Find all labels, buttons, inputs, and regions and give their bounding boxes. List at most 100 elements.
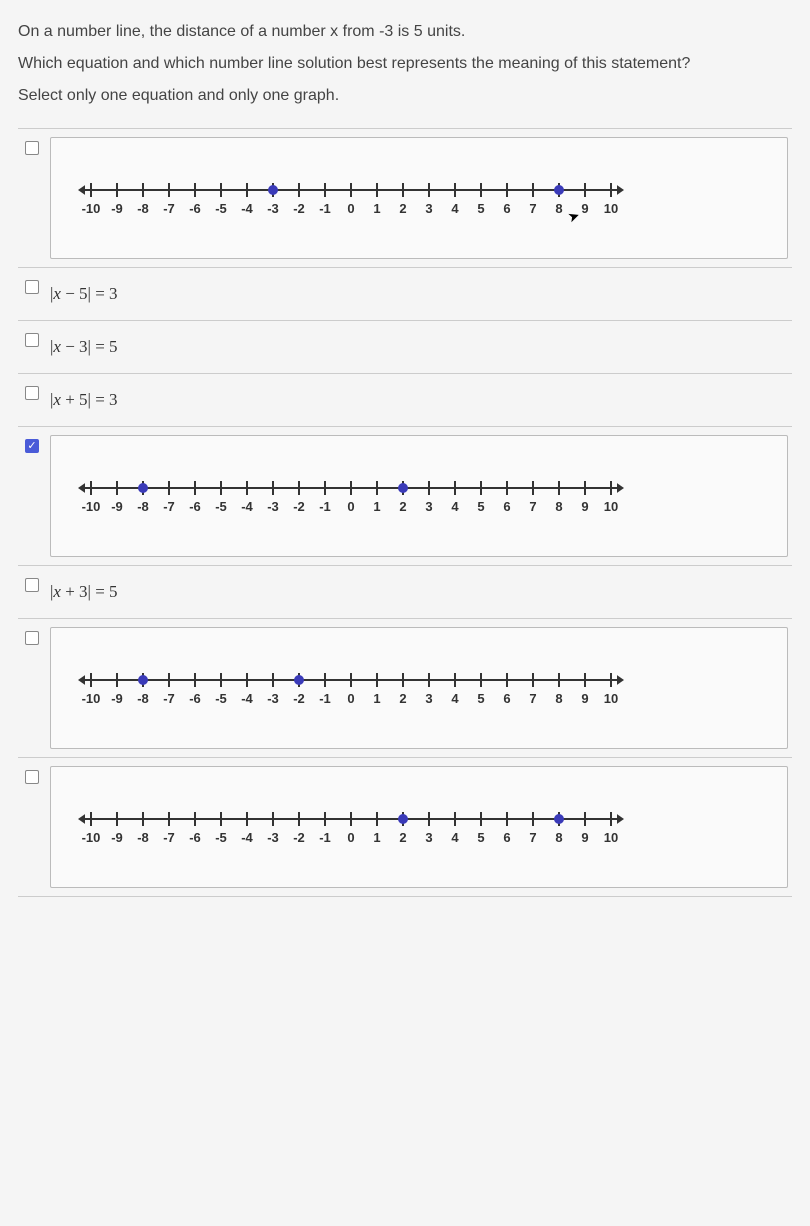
- svg-text:9: 9: [581, 201, 588, 216]
- svg-text:-6: -6: [189, 499, 201, 514]
- svg-text:-10: -10: [82, 499, 101, 514]
- svg-text:7: 7: [529, 691, 536, 706]
- svg-text:6: 6: [503, 201, 510, 216]
- svg-text:-6: -6: [189, 830, 201, 845]
- checkbox-cell: ✓: [18, 435, 46, 453]
- svg-text:5: 5: [477, 201, 484, 216]
- option-equation-label: |x + 3| = 5: [46, 574, 792, 610]
- svg-text:8: 8: [555, 830, 562, 845]
- svg-text:-8: -8: [137, 830, 149, 845]
- checkbox-cell: [18, 329, 46, 347]
- svg-text:2: 2: [399, 691, 406, 706]
- svg-text:-3: -3: [267, 499, 279, 514]
- svg-text:-7: -7: [163, 691, 175, 706]
- number-line: -10-9-8-7-6-5-4-3-2-1012345678910: [71, 466, 767, 526]
- svg-text:-2: -2: [293, 691, 305, 706]
- svg-text:0: 0: [347, 691, 354, 706]
- option-checkbox[interactable]: ✓: [25, 439, 39, 453]
- question-line-3: Select only one equation and only one gr…: [18, 84, 792, 108]
- option-row: -10-9-8-7-6-5-4-3-2-1012345678910: [18, 757, 792, 897]
- svg-text:0: 0: [347, 201, 354, 216]
- svg-text:3: 3: [425, 201, 432, 216]
- svg-text:5: 5: [477, 499, 484, 514]
- svg-text:0: 0: [347, 499, 354, 514]
- option-checkbox[interactable]: [25, 770, 39, 784]
- svg-text:-8: -8: [137, 691, 149, 706]
- option-content: -10-9-8-7-6-5-4-3-2-1012345678910: [46, 435, 792, 557]
- svg-text:-3: -3: [267, 691, 279, 706]
- svg-text:6: 6: [503, 691, 510, 706]
- option-checkbox[interactable]: [25, 333, 39, 347]
- svg-text:-8: -8: [137, 201, 149, 216]
- question-stem: On a number line, the distance of a numb…: [18, 20, 792, 108]
- svg-text:2: 2: [399, 830, 406, 845]
- checkbox-cell: [18, 382, 46, 400]
- svg-text:0: 0: [347, 830, 354, 845]
- option-graph-box: -10-9-8-7-6-5-4-3-2-1012345678910: [50, 435, 788, 557]
- option-content: |x − 3| = 5: [46, 329, 792, 365]
- option-equation-label: |x − 5| = 3: [46, 276, 792, 312]
- option-checkbox[interactable]: [25, 578, 39, 592]
- svg-text:-8: -8: [137, 499, 149, 514]
- svg-text:9: 9: [581, 691, 588, 706]
- checkbox-cell: [18, 276, 46, 294]
- svg-text:-7: -7: [163, 499, 175, 514]
- option-row: ✓-10-9-8-7-6-5-4-3-2-1012345678910: [18, 426, 792, 565]
- svg-text:9: 9: [581, 499, 588, 514]
- checkbox-cell: [18, 137, 46, 155]
- checkbox-cell: [18, 766, 46, 784]
- svg-text:10: 10: [604, 830, 618, 845]
- svg-text:3: 3: [425, 499, 432, 514]
- option-content: -10-9-8-7-6-5-4-3-2-1012345678910: [46, 766, 792, 888]
- option-content: |x + 5| = 3: [46, 382, 792, 418]
- option-equation-label: |x + 5| = 3: [46, 382, 792, 418]
- svg-text:-4: -4: [241, 201, 253, 216]
- svg-text:-7: -7: [163, 201, 175, 216]
- svg-text:3: 3: [425, 830, 432, 845]
- option-checkbox[interactable]: [25, 631, 39, 645]
- svg-text:8: 8: [555, 691, 562, 706]
- option-row: |x + 3| = 5: [18, 565, 792, 618]
- svg-text:-3: -3: [267, 201, 279, 216]
- svg-text:-10: -10: [82, 201, 101, 216]
- svg-text:-9: -9: [111, 499, 123, 514]
- svg-text:-1: -1: [319, 830, 331, 845]
- svg-text:-2: -2: [293, 201, 305, 216]
- option-checkbox[interactable]: [25, 141, 39, 155]
- svg-text:8: 8: [555, 499, 562, 514]
- svg-text:-10: -10: [82, 830, 101, 845]
- option-content: -10-9-8-7-6-5-4-3-2-1012345678910: [46, 627, 792, 749]
- option-graph-box: -10-9-8-7-6-5-4-3-2-1012345678910: [50, 627, 788, 749]
- option-checkbox[interactable]: [25, 280, 39, 294]
- svg-text:4: 4: [451, 499, 459, 514]
- svg-text:-5: -5: [215, 691, 227, 706]
- svg-text:10: 10: [604, 691, 618, 706]
- svg-text:-3: -3: [267, 830, 279, 845]
- svg-text:7: 7: [529, 830, 536, 845]
- svg-text:-5: -5: [215, 499, 227, 514]
- svg-text:-9: -9: [111, 201, 123, 216]
- svg-text:-9: -9: [111, 830, 123, 845]
- option-row: -10-9-8-7-6-5-4-3-2-1012345678910: [18, 618, 792, 757]
- svg-text:-4: -4: [241, 499, 253, 514]
- svg-text:1: 1: [373, 830, 380, 845]
- svg-text:4: 4: [451, 830, 459, 845]
- svg-text:6: 6: [503, 830, 510, 845]
- option-row: |x − 5| = 3: [18, 267, 792, 320]
- checkbox-cell: [18, 574, 46, 592]
- option-content: -10-9-8-7-6-5-4-3-2-1012345678910➤: [46, 137, 792, 259]
- svg-text:-5: -5: [215, 201, 227, 216]
- options-list: -10-9-8-7-6-5-4-3-2-1012345678910➤|x − 5…: [18, 128, 792, 897]
- option-graph-box: -10-9-8-7-6-5-4-3-2-1012345678910➤: [50, 137, 788, 259]
- option-checkbox[interactable]: [25, 386, 39, 400]
- number-line: -10-9-8-7-6-5-4-3-2-1012345678910: [71, 797, 767, 857]
- option-row: |x − 3| = 5: [18, 320, 792, 373]
- option-graph-box: -10-9-8-7-6-5-4-3-2-1012345678910: [50, 766, 788, 888]
- svg-text:5: 5: [477, 830, 484, 845]
- svg-text:8: 8: [555, 201, 562, 216]
- svg-text:-6: -6: [189, 201, 201, 216]
- svg-text:1: 1: [373, 691, 380, 706]
- svg-text:-2: -2: [293, 830, 305, 845]
- svg-text:7: 7: [529, 499, 536, 514]
- svg-text:-6: -6: [189, 691, 201, 706]
